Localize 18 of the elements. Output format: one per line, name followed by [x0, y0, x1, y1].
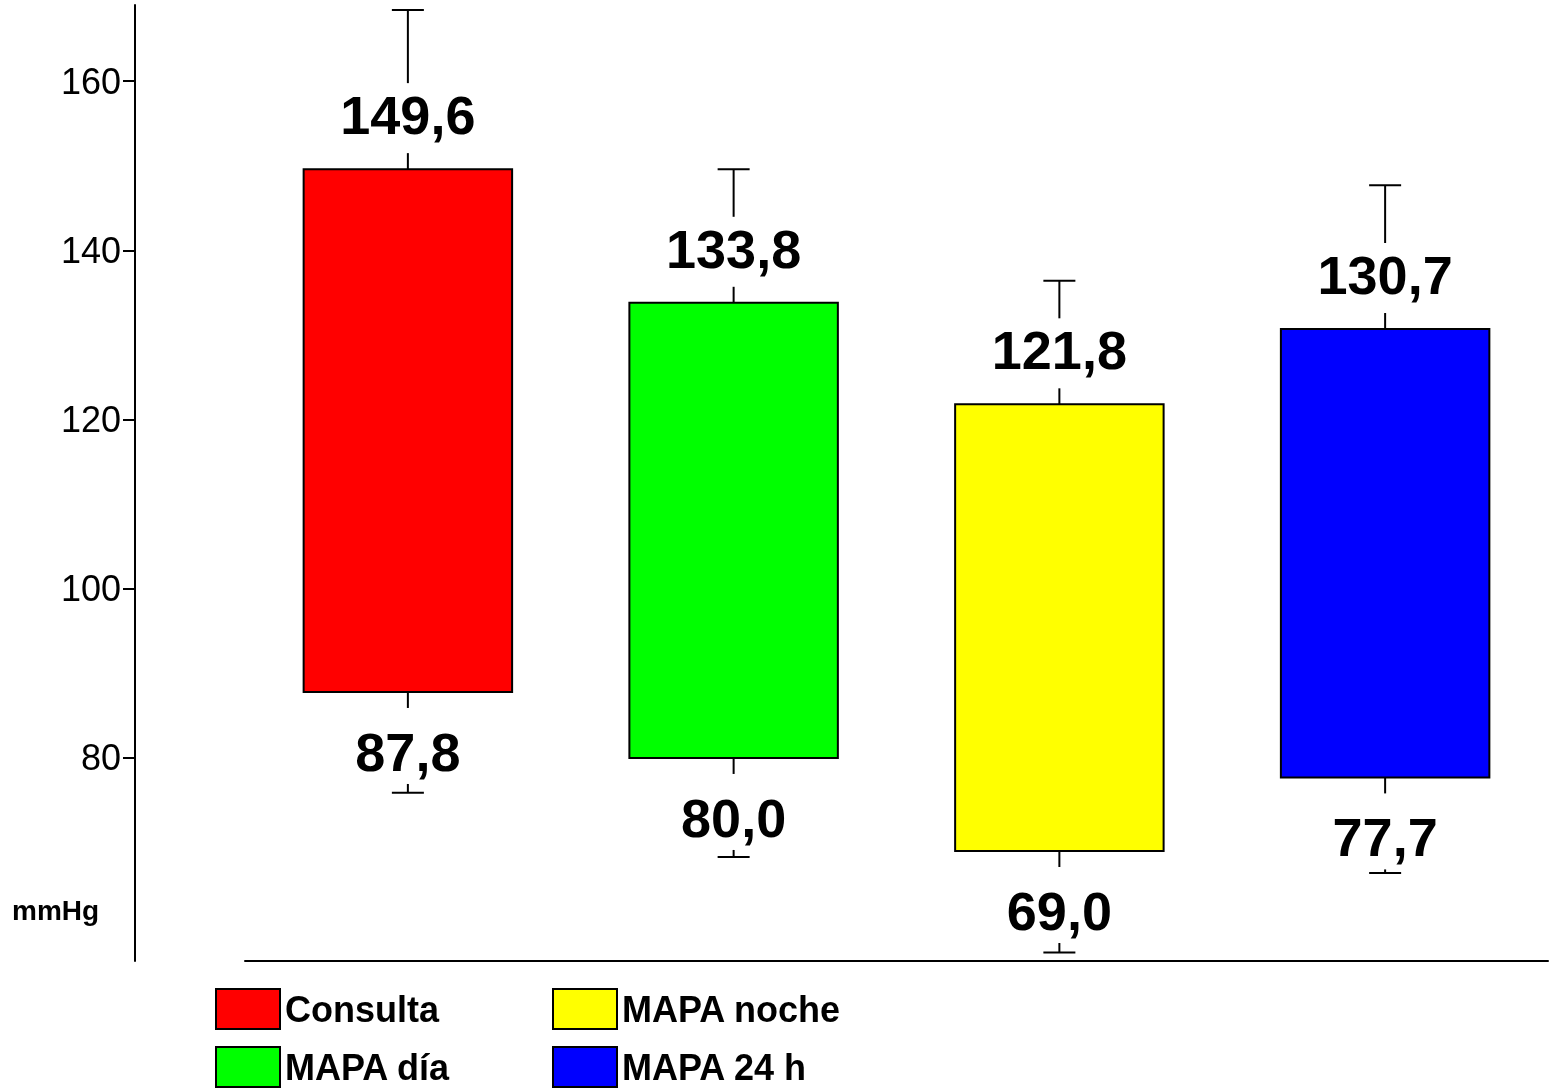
data-label: 149,6 — [340, 85, 476, 146]
y-axis-title: mmHg — [12, 894, 100, 926]
legend-label: Consulta — [285, 988, 440, 1030]
y-tick-label: 140 — [60, 229, 121, 271]
annotation: 80,0 — [681, 787, 787, 848]
data-label: 130,7 — [1317, 245, 1453, 306]
legend-label: MAPA noche — [622, 988, 841, 1030]
annotation: 77,7 — [1332, 807, 1438, 868]
data-label: 121,8 — [991, 320, 1127, 381]
annotation: 87,8 — [355, 721, 461, 782]
annotation: 69,0 — [1006, 881, 1112, 942]
y-tick-label: 100 — [60, 568, 121, 610]
legend-label: MAPA 24 h — [622, 1046, 807, 1088]
legend-label: MAPA día — [285, 1046, 450, 1088]
y-tick-label: 80 — [80, 737, 121, 779]
y-tick-label: 160 — [60, 60, 121, 102]
y-tick-label: 120 — [60, 399, 121, 441]
data-label: 133,8 — [666, 218, 802, 279]
